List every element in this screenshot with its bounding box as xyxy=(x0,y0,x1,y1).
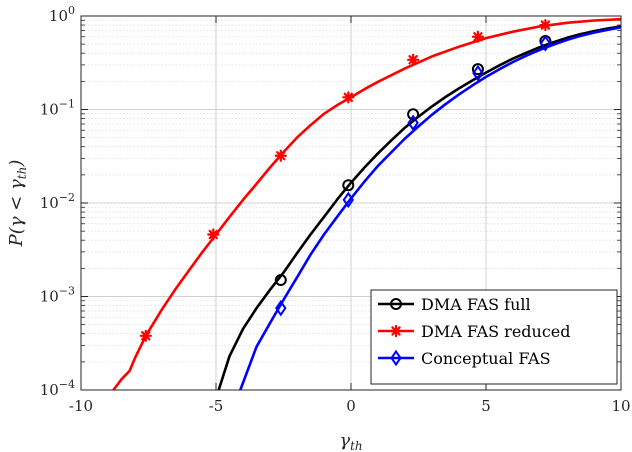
y-tick-label-base: 10 xyxy=(49,7,68,25)
legend-marker xyxy=(390,349,402,367)
x-tick-label: 5 xyxy=(481,397,491,415)
y-tick-label: 10−2 xyxy=(40,191,75,212)
series-layer xyxy=(112,17,622,391)
series-marker xyxy=(139,329,152,342)
series-marker xyxy=(207,228,220,241)
legend-label: DMA FAS full xyxy=(421,295,531,314)
legend-marker xyxy=(390,298,402,310)
y-tick-label-base: 10 xyxy=(40,194,59,212)
series-marker xyxy=(275,299,287,317)
series-marker-stroke xyxy=(141,331,151,341)
y-tick-label-exponent: −3 xyxy=(59,285,75,298)
x-tick-label: -5 xyxy=(209,397,224,415)
x-tick-label: 10 xyxy=(611,397,630,415)
y-tick-label: 10−4 xyxy=(40,378,75,399)
y-axis-label-sub: th xyxy=(15,167,29,180)
x-axis-label-sub: th xyxy=(350,439,363,452)
series-marker-stroke xyxy=(540,20,551,30)
series-marker xyxy=(407,114,419,132)
y-tick-label-exponent: −4 xyxy=(59,378,75,391)
y-axis-label-close: ) xyxy=(6,160,27,168)
x-axis-label: γth xyxy=(339,430,362,452)
series-marker xyxy=(472,64,484,82)
y-tick-label: 100 xyxy=(49,4,75,25)
y-tick-label-base: 10 xyxy=(40,381,59,399)
y-tick-label-exponent: 0 xyxy=(68,4,75,17)
series-marker xyxy=(407,108,420,121)
series-marker xyxy=(539,35,552,52)
series-marker xyxy=(407,53,420,66)
legend-box xyxy=(370,289,618,385)
series-marker-stroke xyxy=(208,229,218,240)
series-marker xyxy=(471,30,484,43)
legend-marker xyxy=(389,324,403,338)
series-line xyxy=(239,26,622,391)
series-marker-stroke xyxy=(408,55,418,65)
legend-marker-stroke xyxy=(391,326,401,336)
series-marker xyxy=(539,18,552,32)
y-tick-label: 10−3 xyxy=(40,285,75,306)
legend-label: Conceptual FAS xyxy=(421,349,551,368)
x-axis-ticks: -10 -5 0 5 10 xyxy=(69,16,631,415)
legend: DMA FAS full DMA FAS reduced Conceptual FA… xyxy=(370,289,618,385)
y-tick-label: 10−1 xyxy=(40,98,75,119)
y-axis-label: P(γ < γth) xyxy=(6,160,29,248)
series-marker-stroke xyxy=(473,32,483,42)
series-marker xyxy=(274,274,287,287)
series-marker xyxy=(274,149,287,162)
y-tick-label-exponent: −1 xyxy=(59,98,75,111)
series-marker xyxy=(342,91,355,104)
x-tick-label: -10 xyxy=(69,397,93,415)
series-marker xyxy=(471,63,484,76)
series-marker xyxy=(342,191,355,209)
series-line xyxy=(112,17,622,391)
series-marker-stroke xyxy=(343,92,353,103)
series-marker-stroke xyxy=(276,151,286,161)
y-tick-label-exponent: −2 xyxy=(59,191,75,204)
x-tick-label: 0 xyxy=(346,397,356,415)
y-tick-label-base: 10 xyxy=(40,101,59,119)
legend-label: DMA FAS reduced xyxy=(421,322,571,341)
series-marker xyxy=(342,179,355,192)
y-tick-label-base: 10 xyxy=(40,288,59,306)
